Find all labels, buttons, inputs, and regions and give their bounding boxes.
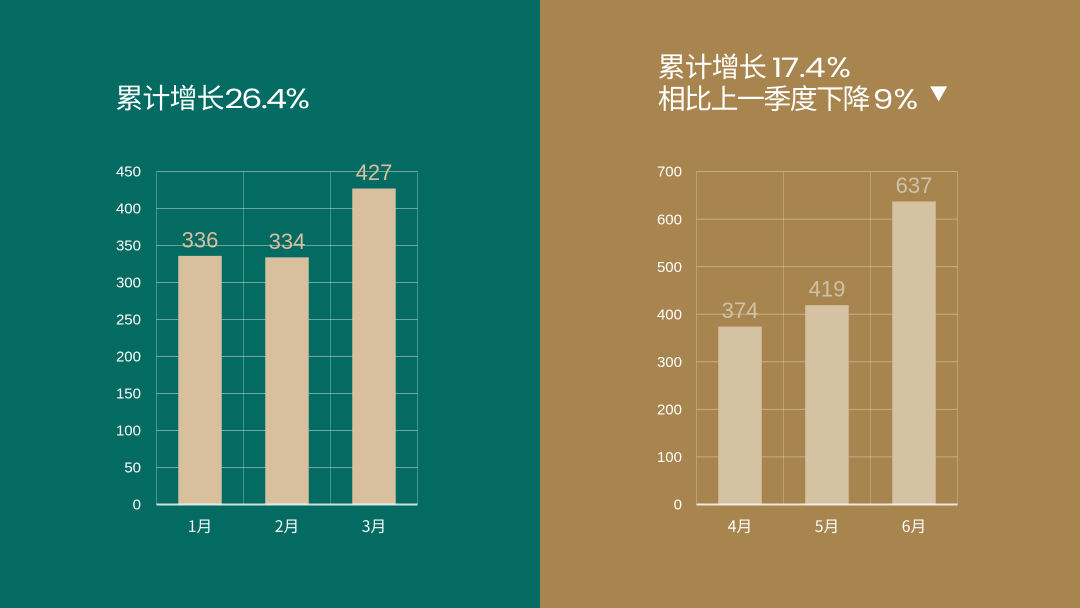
svg-text:0: 0 [674,497,682,514]
svg-text:0: 0 [133,497,141,514]
svg-text:150: 150 [116,386,141,403]
svg-text:400: 400 [116,201,141,218]
svg-text:300: 300 [657,354,682,371]
svg-text:450: 450 [116,164,141,181]
svg-text:336: 336 [182,227,219,252]
svg-text:100: 100 [657,449,682,466]
svg-text:700: 700 [657,164,682,181]
svg-text:100: 100 [116,423,141,440]
svg-text:419: 419 [809,277,846,302]
svg-text:300: 300 [116,275,141,292]
svg-text:374: 374 [722,298,759,323]
svg-text:637: 637 [896,173,933,198]
svg-text:400: 400 [657,306,682,323]
svg-text:200: 200 [116,349,141,366]
svg-text:250: 250 [116,312,141,329]
svg-text:600: 600 [657,211,682,228]
svg-text:427: 427 [356,160,393,185]
svg-text:334: 334 [269,229,306,254]
svg-text:200: 200 [657,402,682,419]
svg-text:50: 50 [124,460,141,477]
svg-text:350: 350 [116,238,141,255]
svg-text:500: 500 [657,259,682,276]
